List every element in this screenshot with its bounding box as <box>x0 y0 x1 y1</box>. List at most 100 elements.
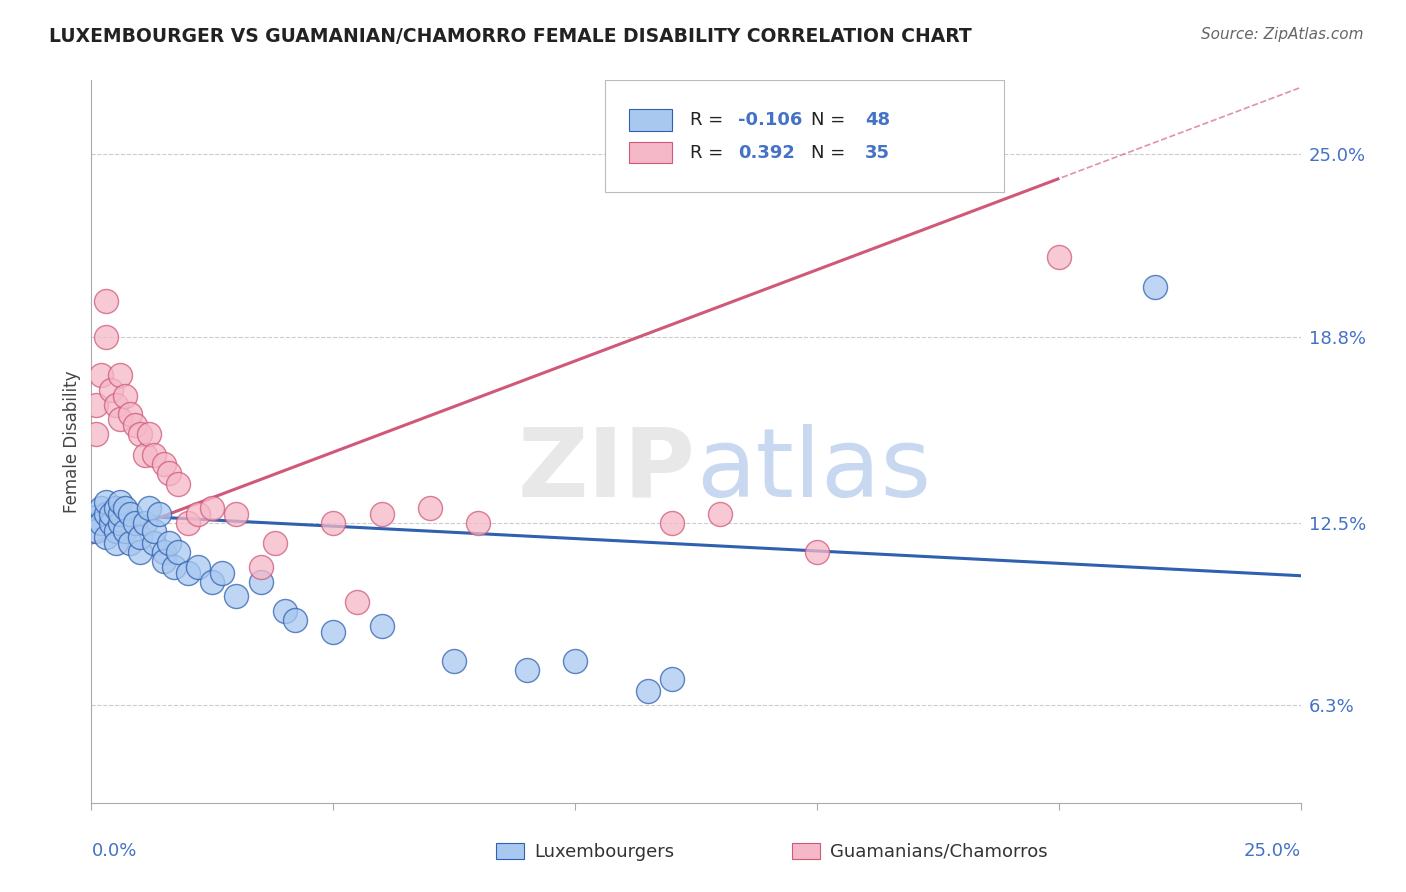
Point <box>177 566 200 580</box>
Point <box>90 516 112 530</box>
Point <box>157 536 180 550</box>
Point <box>90 368 112 383</box>
Text: Guamanians/Chamorros: Guamanians/Chamorros <box>830 843 1047 861</box>
Point <box>114 389 136 403</box>
Point <box>322 624 344 639</box>
Point <box>153 545 176 559</box>
Point <box>84 524 107 539</box>
Text: -0.106: -0.106 <box>738 111 803 129</box>
FancyBboxPatch shape <box>630 142 672 163</box>
Point <box>143 524 166 539</box>
Text: 35: 35 <box>865 144 890 161</box>
Point <box>211 566 233 580</box>
Point <box>167 477 190 491</box>
Point <box>264 536 287 550</box>
Point <box>94 530 117 544</box>
Point <box>162 560 184 574</box>
Text: Luxembourgers: Luxembourgers <box>534 843 675 861</box>
Point <box>879 161 901 176</box>
Point <box>564 654 586 668</box>
Point <box>138 500 160 515</box>
Text: R =: R = <box>690 144 735 161</box>
Point <box>120 536 142 550</box>
Point <box>225 590 247 604</box>
Point <box>322 516 344 530</box>
Point <box>134 448 156 462</box>
Point <box>187 507 209 521</box>
Point <box>661 516 683 530</box>
Text: N =: N = <box>811 144 851 161</box>
Point <box>100 383 122 397</box>
Point <box>128 545 150 559</box>
Point <box>467 516 489 530</box>
Point <box>157 466 180 480</box>
Point <box>104 398 127 412</box>
Point <box>283 613 305 627</box>
Point <box>419 500 441 515</box>
Point <box>249 560 271 574</box>
Point <box>516 663 538 677</box>
Point <box>187 560 209 574</box>
Point <box>370 507 392 521</box>
Point <box>84 509 107 524</box>
Text: 25.0%: 25.0% <box>1243 842 1301 860</box>
Text: ZIP: ZIP <box>517 424 696 517</box>
Point <box>1047 250 1070 264</box>
Point <box>709 507 731 521</box>
Point <box>110 516 132 530</box>
Point <box>110 412 132 426</box>
Point <box>114 524 136 539</box>
Point <box>153 554 176 568</box>
Point <box>114 500 136 515</box>
Point <box>84 398 107 412</box>
Point <box>104 536 127 550</box>
Point <box>177 516 200 530</box>
Point <box>225 507 247 521</box>
Point <box>153 457 176 471</box>
Point <box>806 545 828 559</box>
Point <box>148 507 170 521</box>
Point <box>104 524 127 539</box>
Point <box>120 407 142 421</box>
Point <box>124 516 146 530</box>
Text: Source: ZipAtlas.com: Source: ZipAtlas.com <box>1201 27 1364 42</box>
Point <box>274 604 297 618</box>
Point <box>110 507 132 521</box>
Point <box>94 330 117 344</box>
Point <box>104 500 127 515</box>
Point <box>138 427 160 442</box>
Text: R =: R = <box>690 111 728 129</box>
Point <box>201 574 224 589</box>
FancyBboxPatch shape <box>630 109 672 131</box>
FancyBboxPatch shape <box>605 80 1004 193</box>
Text: LUXEMBOURGER VS GUAMANIAN/CHAMORRO FEMALE DISABILITY CORRELATION CHART: LUXEMBOURGER VS GUAMANIAN/CHAMORRO FEMAL… <box>49 27 972 45</box>
Point <box>128 530 150 544</box>
Point <box>346 595 368 609</box>
Point <box>201 500 224 515</box>
Point <box>100 507 122 521</box>
Point <box>124 418 146 433</box>
Point <box>94 294 117 309</box>
Point <box>110 368 132 383</box>
Point <box>84 427 107 442</box>
Point <box>134 516 156 530</box>
Point <box>128 427 150 442</box>
Point <box>661 672 683 686</box>
Point <box>167 545 190 559</box>
Point <box>90 500 112 515</box>
Y-axis label: Female Disability: Female Disability <box>63 370 82 513</box>
Point <box>143 536 166 550</box>
Text: 0.0%: 0.0% <box>91 842 136 860</box>
Text: atlas: atlas <box>696 424 931 517</box>
Text: N =: N = <box>811 111 851 129</box>
Point <box>94 495 117 509</box>
Point <box>443 654 465 668</box>
Text: 48: 48 <box>865 111 890 129</box>
Point <box>120 507 142 521</box>
Point <box>94 507 117 521</box>
Point <box>370 619 392 633</box>
Point <box>110 495 132 509</box>
Text: 0.392: 0.392 <box>738 144 796 161</box>
Point <box>637 683 659 698</box>
Point <box>1144 279 1167 293</box>
